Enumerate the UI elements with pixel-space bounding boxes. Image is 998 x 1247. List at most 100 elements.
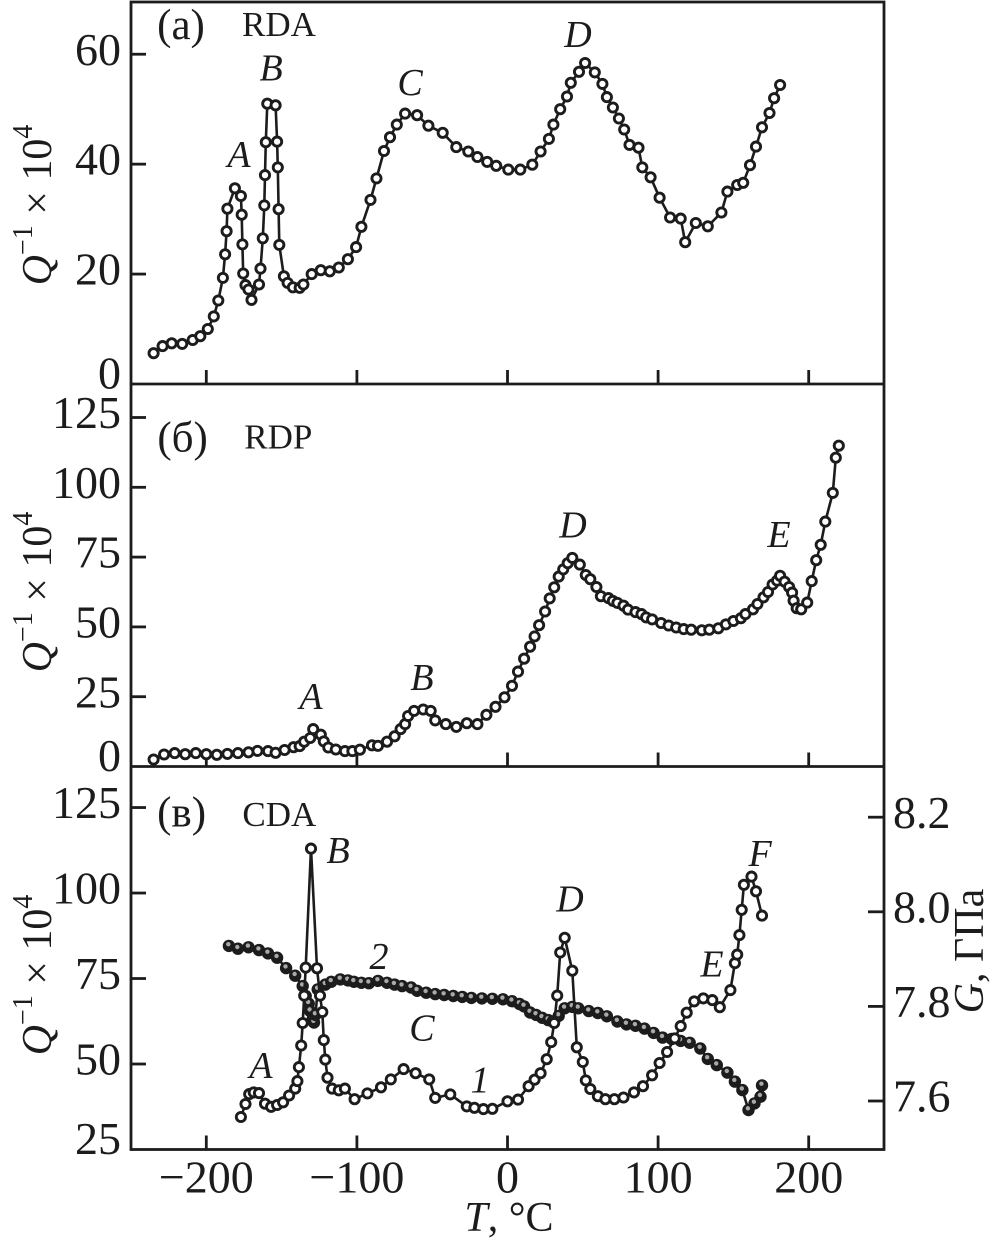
right-y-tick-label-7.8: 7.8 bbox=[893, 976, 951, 1027]
marker-open-circle bbox=[269, 99, 282, 112]
marker-open-circle bbox=[724, 984, 737, 997]
marker-open-circle bbox=[316, 1005, 329, 1019]
marker-open-circle bbox=[829, 451, 842, 464]
marker-highlight bbox=[337, 975, 342, 980]
marker-highlight bbox=[256, 946, 261, 951]
marker-open-circle bbox=[272, 203, 285, 216]
marker-open-circle bbox=[502, 163, 515, 176]
peak-label-v-C: C bbox=[409, 1008, 435, 1050]
marker-highlight bbox=[595, 1009, 600, 1014]
marker-open-circle bbox=[259, 136, 272, 149]
peak-label-b-E: E bbox=[766, 514, 790, 556]
series-a-1 bbox=[147, 56, 787, 360]
peak-label-v-1: 1 bbox=[470, 1060, 489, 1102]
marker-open-circle bbox=[235, 208, 248, 221]
marker-open-circle bbox=[636, 161, 649, 174]
marker-open-circle bbox=[219, 248, 232, 261]
marker-highlight bbox=[441, 991, 446, 996]
marker-open-circle bbox=[511, 665, 525, 678]
marker-open-circle bbox=[612, 112, 625, 125]
marker-open-circle bbox=[608, 1093, 621, 1106]
marker-open-circle bbox=[554, 103, 567, 116]
marker-highlight bbox=[391, 980, 397, 986]
right-axis-title: G, ГПа bbox=[947, 888, 993, 1013]
marker-open-circle bbox=[674, 212, 687, 225]
marker-open-circle bbox=[295, 1039, 308, 1052]
marker-open-circle bbox=[572, 65, 586, 78]
marker-open-circle bbox=[236, 238, 249, 251]
marker-open-circle bbox=[533, 619, 546, 632]
marker-highlight bbox=[632, 1021, 638, 1027]
marker-open-circle bbox=[256, 232, 269, 245]
marker-open-circle bbox=[252, 1087, 266, 1100]
marker-open-circle bbox=[735, 903, 748, 916]
marker-highlight bbox=[384, 978, 389, 984]
x-axis-labels: −200 −100 0 100 200 T, °C bbox=[159, 1152, 843, 1241]
y-tick-label-b-50: 50 bbox=[75, 596, 121, 647]
panel-label-v: (в) bbox=[157, 789, 206, 836]
marker-open-circle bbox=[313, 989, 327, 1002]
right-y-tick-label-8.2: 8.2 bbox=[893, 787, 951, 838]
marker-open-circle bbox=[471, 718, 484, 731]
marker-open-circle bbox=[221, 747, 234, 760]
marker-highlight bbox=[614, 1017, 619, 1022]
marker-open-circle bbox=[245, 293, 258, 306]
peak-label-a-A: A bbox=[224, 134, 251, 176]
marker-open-circle bbox=[743, 159, 757, 172]
marker-open-circle bbox=[560, 90, 574, 103]
marker-open-circle bbox=[810, 554, 823, 567]
marker-highlight bbox=[533, 1011, 538, 1016]
marker-highlight bbox=[274, 953, 279, 959]
y-tick-label-v-50: 50 bbox=[75, 1034, 121, 1085]
marker-open-circle bbox=[291, 1075, 304, 1088]
marker-highlight bbox=[328, 977, 333, 983]
marker-open-circle bbox=[564, 76, 577, 89]
marker-open-circle bbox=[341, 253, 354, 266]
peak-label-b-D: D bbox=[558, 505, 586, 547]
marker-open-circle bbox=[526, 158, 539, 171]
marker-open-circle bbox=[273, 238, 286, 251]
marker-open-circle bbox=[348, 1093, 361, 1106]
marker-open-circle bbox=[721, 185, 734, 198]
marker-highlight bbox=[555, 1012, 561, 1017]
marker-open-circle bbox=[237, 267, 250, 280]
marker-highlight bbox=[307, 1007, 312, 1012]
marker-open-circle bbox=[596, 77, 609, 90]
peak-label-v-A: A bbox=[246, 1045, 273, 1087]
marker-open-circle bbox=[674, 1020, 687, 1033]
marker-open-circle bbox=[221, 202, 234, 215]
marker-open-circle bbox=[819, 515, 832, 528]
marker-open-circle bbox=[168, 747, 181, 760]
marker-open-circle bbox=[399, 107, 412, 120]
marker-highlight bbox=[759, 1081, 764, 1086]
marker-open-circle bbox=[332, 261, 345, 274]
marker-open-circle bbox=[231, 747, 244, 760]
marker-open-circle bbox=[570, 1041, 583, 1054]
sample-label-CDA: CDA bbox=[242, 795, 317, 834]
panel-a: 0 20 40 60 Q−1 × 104 (a) RDA A B C D bbox=[8, 2, 811, 399]
marker-open-circle bbox=[254, 262, 267, 275]
marker-open-circle bbox=[590, 580, 603, 594]
marker-open-circle bbox=[353, 743, 366, 756]
marker-open-circle bbox=[618, 123, 631, 136]
marker-open-circle bbox=[234, 189, 247, 203]
marker-highlight bbox=[351, 977, 356, 983]
marker-open-circle bbox=[423, 1073, 436, 1086]
marker-highlight bbox=[521, 1002, 526, 1007]
marker-open-circle bbox=[444, 1088, 457, 1101]
marker-highlight bbox=[245, 943, 251, 948]
peak-label-v-E: E bbox=[699, 944, 723, 986]
marker-highlight bbox=[375, 977, 380, 982]
marker-open-circle bbox=[832, 439, 845, 452]
marker-highlight bbox=[697, 1044, 702, 1050]
marker-open-circle bbox=[304, 842, 318, 855]
marker-open-circle bbox=[606, 101, 619, 114]
y-tick-label-b-0: 0 bbox=[98, 730, 121, 781]
curve-line bbox=[239, 847, 764, 1118]
marker-highlight bbox=[527, 1008, 532, 1013]
x-tick-label-0: 0 bbox=[496, 1152, 519, 1203]
marker-open-circle bbox=[715, 206, 728, 219]
marker-open-circle bbox=[176, 337, 189, 350]
marker-open-circle bbox=[200, 748, 213, 761]
marker-open-circle bbox=[701, 220, 714, 233]
